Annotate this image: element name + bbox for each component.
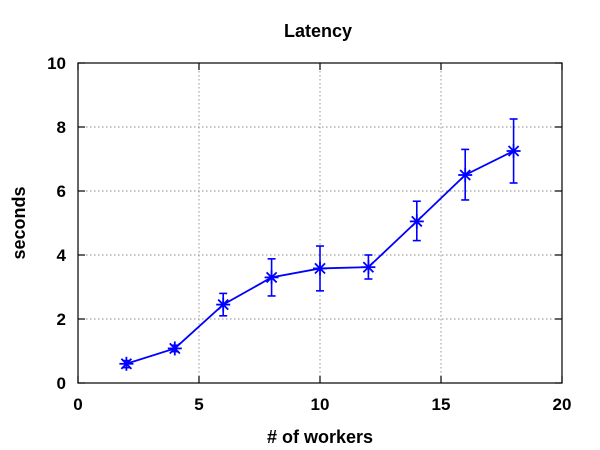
- x-tick-label: 10: [311, 395, 330, 414]
- data-point-marker: [119, 356, 134, 371]
- x-tick-label: 15: [432, 395, 451, 414]
- data-point-marker: [264, 270, 279, 285]
- data-point-marker: [216, 297, 231, 312]
- data-point-marker: [506, 144, 521, 158]
- gridlines: [78, 63, 562, 383]
- x-axis-label: # of workers: [267, 427, 373, 447]
- y-tick-label: 4: [57, 246, 67, 265]
- y-tick-label: 10: [47, 54, 66, 73]
- axis-ticks: 0 5 10 15 20 0 2 4 6 8 10: [47, 54, 571, 414]
- data-point-marker: [361, 260, 376, 275]
- chart-title: Latency: [284, 21, 352, 41]
- data-series: [119, 118, 521, 371]
- x-tick-label: 20: [553, 395, 572, 414]
- data-point-marker: [167, 341, 182, 356]
- data-point-marker: [409, 214, 424, 229]
- y-tick-label: 6: [57, 182, 66, 201]
- x-tick-label: 0: [73, 395, 82, 414]
- y-tick-label: 0: [57, 374, 66, 393]
- data-point-marker: [313, 261, 327, 276]
- data-point-marker: [458, 168, 473, 182]
- x-tick-label: 5: [194, 395, 203, 414]
- y-tick-label: 2: [57, 310, 66, 329]
- y-axis-label: seconds: [9, 186, 29, 259]
- y-tick-label: 8: [57, 118, 66, 137]
